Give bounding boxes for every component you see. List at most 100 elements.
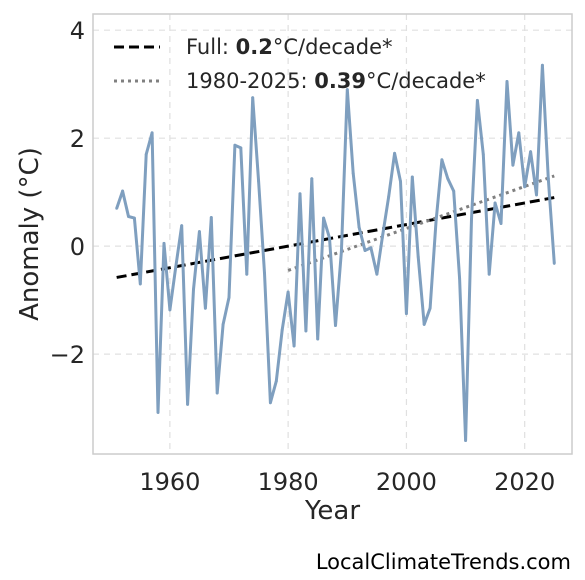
data-point xyxy=(209,216,213,219)
y-tick-label: −2 xyxy=(50,341,85,369)
data-point xyxy=(475,98,479,102)
data-point xyxy=(322,216,326,220)
data-point xyxy=(493,201,497,205)
data-point xyxy=(180,224,184,228)
data-point xyxy=(263,271,266,275)
data-point xyxy=(274,379,278,383)
data-point xyxy=(121,189,124,193)
data-point xyxy=(523,185,527,189)
data-point xyxy=(198,230,201,233)
data-point xyxy=(552,262,556,265)
data-point xyxy=(138,282,142,286)
data-point xyxy=(316,337,320,341)
data-point xyxy=(357,225,361,229)
data-point xyxy=(304,329,308,333)
data-point xyxy=(174,265,178,269)
data-point xyxy=(328,236,331,240)
data-point xyxy=(375,272,379,276)
x-axis-ticks: 1960 1980 2000 2020 xyxy=(139,468,555,496)
data-point xyxy=(505,80,509,83)
data-point xyxy=(227,296,231,299)
data-point xyxy=(150,131,154,135)
data-point xyxy=(345,88,349,91)
x-tick-label: 2020 xyxy=(494,468,555,496)
data-point xyxy=(399,179,402,183)
data-point xyxy=(334,324,337,327)
data-point xyxy=(541,63,544,67)
data-point xyxy=(132,216,136,220)
data-point xyxy=(144,152,148,156)
data-point xyxy=(186,402,190,406)
y-axis-ticks: 4 2 0 −2 xyxy=(50,17,85,369)
data-point xyxy=(233,143,237,147)
data-point xyxy=(245,272,249,276)
x-tick-label: 1980 xyxy=(258,468,319,496)
trend-lines xyxy=(116,174,555,279)
plot-frame xyxy=(92,13,573,455)
data-point xyxy=(434,220,438,224)
legend-full-unit: °C/decade* xyxy=(273,35,393,59)
data-point xyxy=(481,152,485,156)
data-point xyxy=(215,391,219,395)
legend-recent-label: 1980-2025: xyxy=(186,69,314,93)
legend-full-label: Full: xyxy=(186,35,236,59)
data-point xyxy=(369,246,373,250)
data-point xyxy=(535,193,538,197)
data-point xyxy=(546,177,550,181)
legend: Full: 0.2°C/decade* 1980-2025: 0.39°C/de… xyxy=(114,35,486,93)
data-point xyxy=(192,287,195,291)
data-point xyxy=(127,215,130,218)
data-point xyxy=(529,150,533,154)
data-point xyxy=(387,195,391,198)
data-point xyxy=(458,277,462,280)
data-point xyxy=(428,306,432,310)
data-point xyxy=(292,344,296,348)
data-point xyxy=(446,177,450,181)
y-tick-label: 4 xyxy=(70,17,85,45)
y-tick-label: 2 xyxy=(70,125,85,153)
data-point xyxy=(221,323,225,326)
data-point xyxy=(416,255,420,259)
legend-recent-rate: 0.39 xyxy=(314,69,366,93)
data-point xyxy=(286,290,290,294)
data-point xyxy=(269,401,272,405)
data-point xyxy=(339,250,343,253)
data-point xyxy=(257,179,260,183)
legend-recent-unit: °C/decade* xyxy=(366,69,486,93)
legend-label-full: Full: 0.2°C/decade* xyxy=(186,35,393,59)
legend-label-recent: 1980-2025: 0.39°C/decade* xyxy=(186,69,486,93)
data-point xyxy=(410,175,414,179)
data-point xyxy=(405,312,408,316)
data-point xyxy=(381,232,385,236)
data-point xyxy=(393,151,396,155)
data-point xyxy=(298,192,302,196)
data-point xyxy=(440,158,444,162)
data-point xyxy=(203,306,207,310)
data-point xyxy=(168,308,172,312)
y-axis-label: Anomaly (°C) xyxy=(15,147,45,321)
data-point xyxy=(115,206,119,210)
grid-lines xyxy=(93,14,572,454)
data-point xyxy=(156,411,160,414)
data-point xyxy=(487,272,491,276)
data-point xyxy=(162,242,166,245)
data-point xyxy=(363,249,367,252)
data-point xyxy=(310,177,314,181)
x-tick-label: 2000 xyxy=(376,468,437,496)
trend-line-recent xyxy=(287,174,555,272)
data-point xyxy=(239,146,243,150)
data-point xyxy=(251,96,255,100)
source-watermark: LocalClimateTrends.com xyxy=(315,550,571,574)
data-point xyxy=(470,217,473,221)
series-points xyxy=(115,63,556,442)
y-tick-label: 0 xyxy=(70,233,85,261)
data-point xyxy=(464,439,467,442)
data-point xyxy=(452,189,456,193)
data-point xyxy=(351,171,355,175)
data-point xyxy=(517,131,521,135)
data-point xyxy=(511,163,515,167)
x-tick-label: 1960 xyxy=(139,468,200,496)
x-axis-label: Year xyxy=(304,496,360,526)
